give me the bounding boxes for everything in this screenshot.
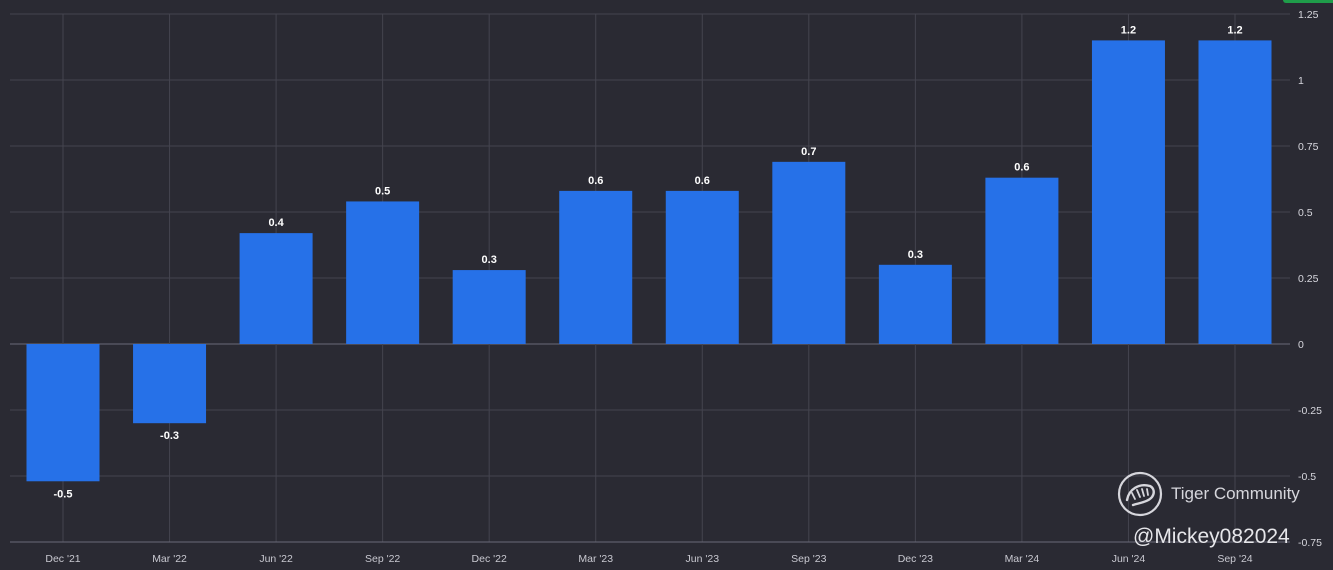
bar	[133, 344, 207, 424]
data-label: 0.5	[375, 185, 390, 197]
y-axis-ticks: 1.25 1 0.75 0.5 0.25 0 -0.25 -0.5 -0.75	[1298, 9, 1322, 549]
data-label: 0.7	[801, 146, 816, 158]
watermark-brand: Tiger Community	[1171, 484, 1300, 503]
x-tick-label: Sep '23	[791, 553, 826, 565]
bar	[1198, 40, 1272, 345]
x-tick-label: Mar '22	[152, 553, 187, 565]
bar	[878, 264, 952, 344]
y-tick-label: -0.75	[1298, 537, 1322, 549]
x-tick-label: Sep '22	[365, 553, 400, 565]
y-tick-label: 1.25	[1298, 9, 1319, 21]
data-label: -0.5	[54, 488, 73, 500]
watermark: Tiger Community	[1117, 471, 1300, 517]
y-tick-label: 0.75	[1298, 141, 1319, 153]
x-tick-label: Dec '22	[472, 553, 507, 565]
x-tick-label: Jun '22	[259, 553, 293, 565]
bar	[452, 270, 526, 344]
data-label: 0.3	[908, 249, 923, 261]
corner-accent	[1283, 0, 1333, 3]
bar	[26, 344, 100, 482]
y-tick-label: -0.5	[1298, 471, 1316, 483]
y-tick-label: 1	[1298, 75, 1304, 87]
bars	[26, 40, 1272, 482]
y-tick-label: 0.25	[1298, 273, 1319, 285]
x-tick-label: Jun '23	[686, 553, 720, 565]
data-labels: -0.5 -0.3 0.4 0.5 0.3 0.6 0.6 0.7 0.3 0.6 1.2 1.2	[54, 24, 1243, 500]
x-tick-label: Jun '24	[1112, 553, 1146, 565]
bar	[772, 161, 846, 344]
data-label: 0.6	[695, 175, 710, 187]
bar	[985, 177, 1059, 344]
x-tick-label: Dec '21	[45, 553, 80, 565]
y-tick-label: 0	[1298, 339, 1304, 351]
bar	[1091, 40, 1165, 345]
data-label: 0.4	[268, 217, 284, 229]
tiger-community-logo-icon	[1117, 471, 1163, 517]
x-tick-label: Dec '23	[898, 553, 933, 565]
bar	[239, 233, 313, 344]
data-label: 0.3	[482, 254, 497, 266]
bar	[665, 190, 739, 344]
y-tick-label: 0.5	[1298, 207, 1313, 219]
data-label: 0.6	[588, 175, 603, 187]
x-axis-ticks: Dec '21 Mar '22 Jun '22 Sep '22 Dec '22 Mar '…	[45, 553, 1252, 565]
x-tick-label: Mar '23	[578, 553, 613, 565]
x-tick-label: Mar '24	[1005, 553, 1040, 565]
x-tick-label: Sep '24	[1217, 553, 1252, 565]
bar	[559, 190, 633, 344]
data-label: 0.6	[1014, 162, 1029, 174]
data-label: 1.2	[1227, 24, 1242, 36]
data-label: -0.3	[160, 430, 179, 442]
bar	[346, 201, 420, 344]
watermark-user: @Mickey082024	[1133, 525, 1290, 548]
data-label: 1.2	[1121, 24, 1136, 36]
y-tick-label: -0.25	[1298, 405, 1322, 417]
